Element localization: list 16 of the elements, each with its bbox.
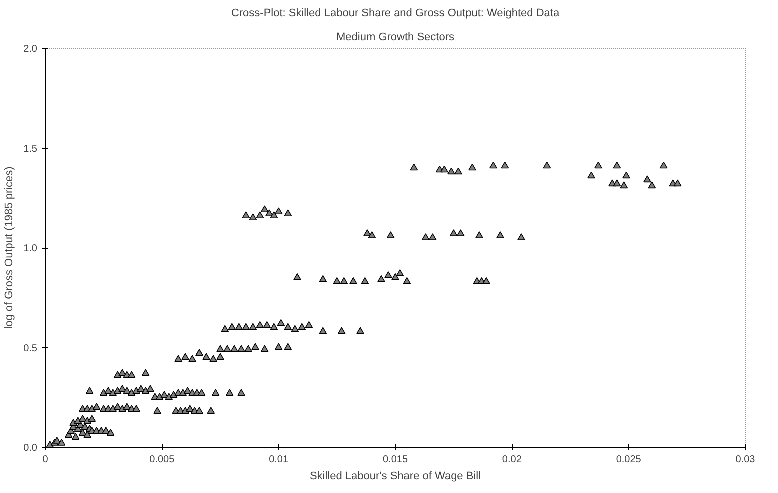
y-axis-title: log of Gross Output (1985 prices) <box>4 166 16 330</box>
chart-title: Cross-Plot: Skilled Labour Share and Gross Output: Weighted Data <box>231 8 560 20</box>
chart-subtitle: Medium Growth Sectors <box>336 32 455 44</box>
y-tick-label: 0.5 <box>24 343 38 354</box>
x-tick-label: 0.03 <box>736 454 756 466</box>
x-tick-label: 0.02 <box>502 454 522 466</box>
y-tick-label: 1.5 <box>24 144 38 155</box>
x-axis-title: Skilled Labour's Share of Wage Bill <box>310 470 482 482</box>
x-tick-label: 0.01 <box>269 454 290 466</box>
x-tick-label: 0 <box>42 454 49 466</box>
x-tick-label: 0.015 <box>382 454 408 466</box>
y-tick-label: 0.0 <box>24 443 38 454</box>
x-tick-label: 0.005 <box>150 454 176 466</box>
x-tick-label: 0.025 <box>616 454 642 466</box>
y-tick-label: 2.0 <box>24 44 38 55</box>
y-tick-label: 1.0 <box>24 244 38 254</box>
